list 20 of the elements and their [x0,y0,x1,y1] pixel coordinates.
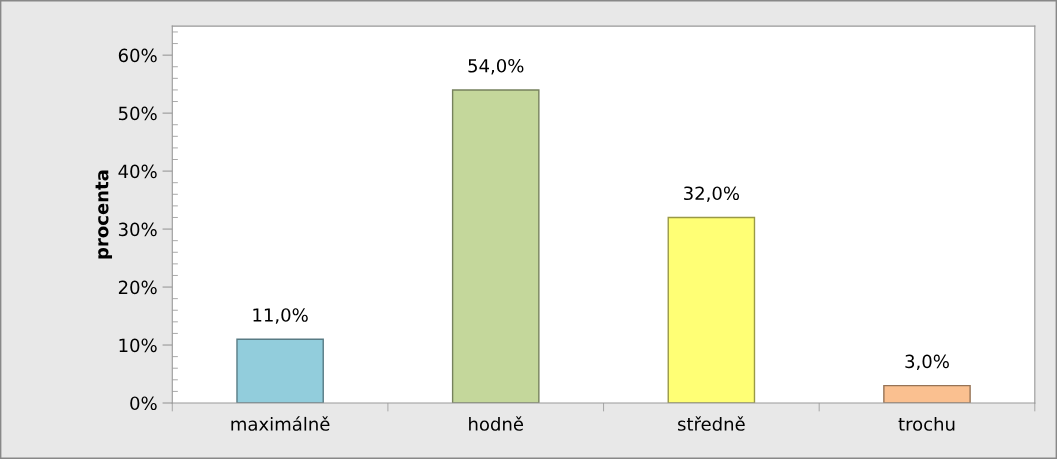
y-tick-label: 10% [119,338,157,353]
x-tick-label: středně [678,416,745,431]
y-axis-title: procenta [95,170,113,259]
y-tick-label: 40% [118,164,157,179]
y-tick-label: 30% [118,222,157,237]
bar [667,216,756,403]
data-label: 32,0% [684,186,740,202]
x-tick-label: hodně [469,416,524,431]
y-tick-label: 60% [118,48,157,63]
bar [451,89,540,403]
bar [883,384,971,403]
y-tick-label: 20% [118,280,157,295]
y-tick-label: 0% [130,396,157,411]
data-label: 54,0% [468,58,524,75]
x-tick-label: trochu [898,416,955,431]
bar [236,338,324,403]
data-label: 11,0% [253,308,308,324]
y-tick-label: 50% [118,106,157,121]
x-tick-label: maximálně [231,416,330,431]
data-label: 3,0% [905,354,949,371]
